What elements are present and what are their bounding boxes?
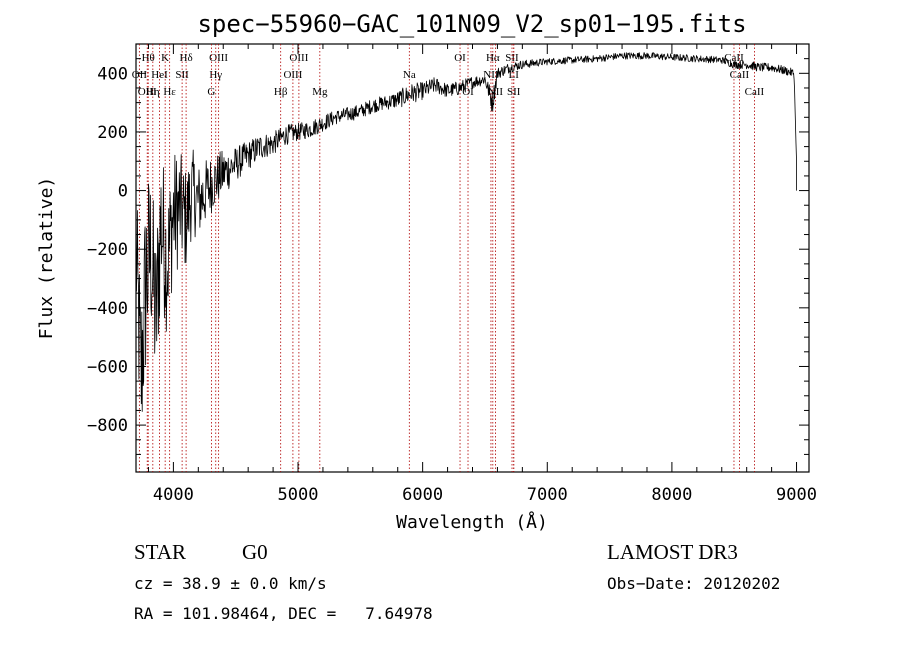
redshift-cz: cz = 38.9 ± 0.0 km/s	[134, 574, 327, 593]
coordinates: RA = 101.98464, DEC = 7.64978	[134, 604, 433, 623]
line-label-26: CaII	[730, 69, 750, 81]
line-label-21: NII	[488, 86, 504, 98]
line-label-3: OIII	[138, 86, 157, 98]
line-label-20: NII	[483, 69, 499, 81]
y-tick-label-2: 0	[118, 182, 128, 202]
y-tick-label-6: −800	[87, 416, 128, 436]
line-label-4: K	[161, 52, 169, 64]
line-label-19: Hα	[486, 52, 500, 64]
line-label-13: OIII	[289, 52, 308, 64]
y-tick-label-0: 400	[97, 64, 128, 84]
spectrum-line	[135, 52, 797, 412]
line-label-17: OI	[454, 52, 466, 64]
line-label-14: OIII	[283, 69, 302, 81]
spectrum-chart: spec−55960−GAC_101N09_V2_sp01−195.fits H…	[36, 10, 817, 533]
x-axis-label: Wavelength (Å)	[396, 511, 548, 533]
object-class: STAR	[134, 540, 186, 564]
line-label-11: G	[207, 86, 215, 98]
line-label-23: LI	[509, 69, 520, 81]
line-label-22: SII	[505, 52, 519, 64]
line-label-6: Hε	[163, 86, 176, 98]
y-tick-label-5: −600	[87, 357, 128, 377]
x-tick-label-4: 8000	[651, 485, 692, 505]
y-tick-label-1: 200	[97, 123, 128, 143]
line-label-18: OI	[462, 86, 474, 98]
object-subclass: G0	[242, 540, 268, 564]
x-tick-label-5: 9000	[776, 485, 817, 505]
obs-date: Obs−Date: 20120202	[607, 574, 781, 593]
survey-name: LAMOST DR3	[607, 540, 738, 564]
y-tick-label-3: −200	[87, 240, 128, 260]
line-label-0: Hθ	[142, 52, 155, 64]
axis-ticks: 4000 5000 6000 7000 8000 9000 400 200 0 −200 −400 −…	[87, 44, 817, 505]
y-axis-label: Flux (relative)	[36, 177, 57, 340]
line-label-27: CaII	[745, 86, 765, 98]
line-label-12: Hβ	[274, 86, 288, 98]
line-label-9: OIII	[209, 52, 228, 64]
line-label-24: SII	[507, 86, 521, 98]
line-label-8: Hδ	[180, 52, 193, 64]
line-label-1: OII	[132, 69, 148, 81]
chart-title: spec−55960−GAC_101N09_V2_sp01−195.fits	[197, 10, 746, 38]
spectrum-series	[135, 52, 797, 412]
x-tick-label-1: 5000	[278, 485, 319, 505]
x-tick-label-3: 7000	[527, 485, 568, 505]
x-tick-label-0: 4000	[153, 485, 194, 505]
line-label-15: Mg	[312, 86, 328, 98]
line-label-2: Hη	[146, 86, 160, 98]
line-label-16: Na	[403, 69, 416, 81]
line-label-10: Hγ	[209, 69, 222, 81]
line-label-7: SII	[175, 69, 189, 81]
line-label-5: HeI	[151, 69, 168, 81]
plot-frame	[135, 43, 810, 473]
y-tick-label-4: −400	[87, 299, 128, 319]
x-tick-label-2: 6000	[402, 485, 443, 505]
